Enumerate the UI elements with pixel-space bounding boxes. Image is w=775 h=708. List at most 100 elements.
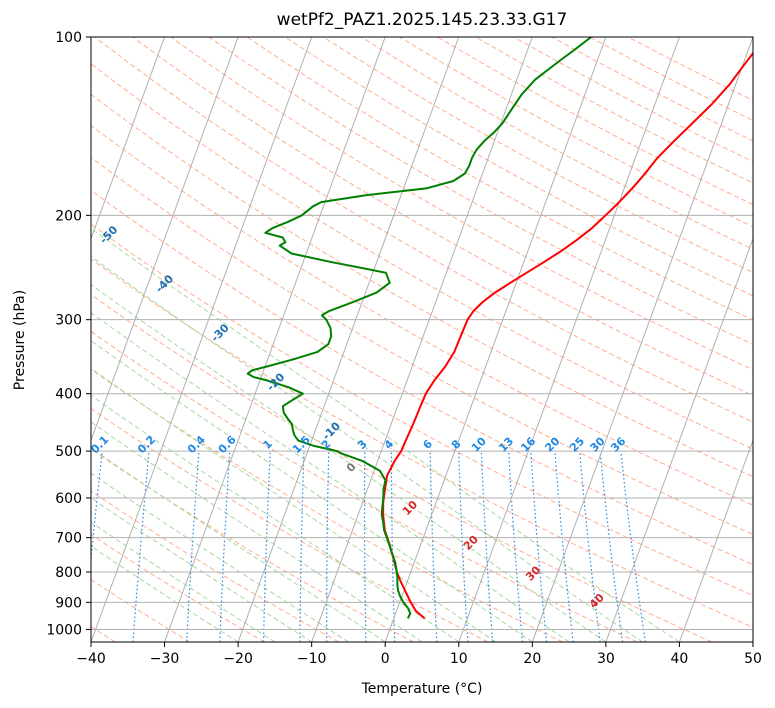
dry-adiabat-line [551,37,753,142]
moist-adiabat-line [91,394,460,642]
mixing-ratio-label: 0.2 [135,433,158,456]
moist-adiabat-line [91,545,239,642]
mixing-ratio-line [326,451,330,642]
x-tick-label: 50 [744,651,762,667]
dry-adiabat-line [91,189,753,566]
mixing-ratio-line [219,451,231,642]
y-tick-label: 300 [55,313,82,329]
dry-adiabat-line [91,258,753,628]
x-tick-label: −10 [297,651,327,667]
mixing-ratio-line [620,451,646,642]
plot-frame [90,36,754,643]
x-tick-label: −40 [76,651,106,667]
mixing-ratio-label: 3 [355,437,370,452]
isotherm-line [91,37,313,642]
moist-adiabat-line [91,447,386,642]
mixing-ratio-line [429,451,438,642]
moist-adiabat-line [91,227,680,642]
dry-adiabat-line [91,63,753,450]
mixing-ratio-label: 4 [382,437,397,452]
dry-adiabat-line [91,490,340,642]
dry-adiabat-line [91,448,414,642]
moist-adiabat-label: 20 [461,533,481,553]
x-tick-label: 20 [523,651,541,667]
mixing-ratio-line [132,451,150,642]
x-axis-label: Temperature (°C) [361,681,483,697]
y-tick-label: 200 [55,208,82,224]
dry-adiabat-line [91,223,753,597]
profile-lines [246,37,753,620]
x-tick-label: −20 [223,651,253,667]
dry-adiabat-line [589,37,753,122]
dry-adiabat-line [91,156,753,536]
mixing-ratio-lines [91,451,646,642]
mixing-ratio-label: 8 [449,437,464,452]
dry-adiabat-line [91,124,753,506]
y-axis-ticks: 100 200 300 400 500 600 700 800 900 1000 [46,30,91,638]
mixing-ratio-label: 13 [496,435,516,455]
moist-adiabat-line [91,367,496,642]
isotherm-line [605,237,753,642]
y-tick-label: 500 [55,444,82,460]
isotherm-line [384,37,607,642]
mixing-ratio-line [186,451,200,642]
moist-adiabat-line [91,421,423,642]
y-tick-label: 100 [55,30,82,46]
x-tick-label: 0 [381,651,390,667]
dry-adiabat-line [91,533,265,642]
chart-title: wetPf2_PAZ1.2025.145.23.33.G17 [277,10,568,30]
dry-adiabat-label: -70 [0,125,9,148]
dry-adiabat-line [208,37,753,346]
dry-adiabat-line [284,37,753,297]
moist-adiabat-line [91,312,570,642]
dry-adiabat-label: -60 [42,174,65,197]
x-tick-label: 10 [450,651,468,667]
mixing-ratio-label: 0.4 [185,433,208,456]
x-axis-ticks: −40 −30 −20 −10 0 10 20 30 40 50 [76,642,762,667]
dry-adiabat-line [437,37,753,206]
dry-adiabat-line [91,407,489,642]
y-tick-label: 1000 [46,622,82,638]
isotherm-line [678,438,753,642]
mixing-ratio-line [480,451,494,642]
x-tick-label: 40 [671,651,689,667]
dry-adiabat-line [91,578,190,642]
isotherm-line [458,37,680,642]
dry-adiabats [91,37,753,642]
moist-adiabat-label: 40 [587,591,607,611]
mixing-ratio-line [91,451,103,564]
moist-adiabat-line [91,472,349,642]
isotherm-line [237,37,460,642]
isotherms [91,37,753,642]
mixing-ratio-line [579,451,601,642]
moist-adiabat-line [91,340,533,642]
dry-adiabat-line [91,294,713,642]
dry-adiabat-line [399,37,753,228]
mixing-ratio-label: 25 [567,435,587,455]
y-tick-label: 800 [55,565,82,581]
isotherm-line [311,37,533,642]
mixing-ratio-line [554,451,574,642]
mixing-ratio-line [364,451,367,642]
moist-adiabat-line [91,283,607,642]
mixing-ratio-line [262,451,271,642]
mixing-ratio-line [299,451,305,642]
y-tick-label: 700 [55,531,82,547]
dry-adiabat-line [91,330,638,642]
dry-adiabat-label: -40 [153,272,176,295]
x-tick-label: 30 [597,651,615,667]
moist-adiabat-label: 30 [523,563,543,583]
moist-adiabat-label: 0 [344,460,359,475]
isotherm-line [91,37,239,442]
dry-adiabat-label: -50 [97,223,120,246]
isotherm-line [752,640,753,642]
isotherm-line [531,37,753,642]
isotherm-line [91,37,166,241]
mixing-ratio-line [599,451,624,642]
dry-adiabat-line [91,93,753,478]
pressure-gridlines [91,37,753,630]
moist-adiabat-line [91,255,643,642]
dry-adiabat-line [246,37,753,321]
y-tick-label: 400 [55,387,82,403]
